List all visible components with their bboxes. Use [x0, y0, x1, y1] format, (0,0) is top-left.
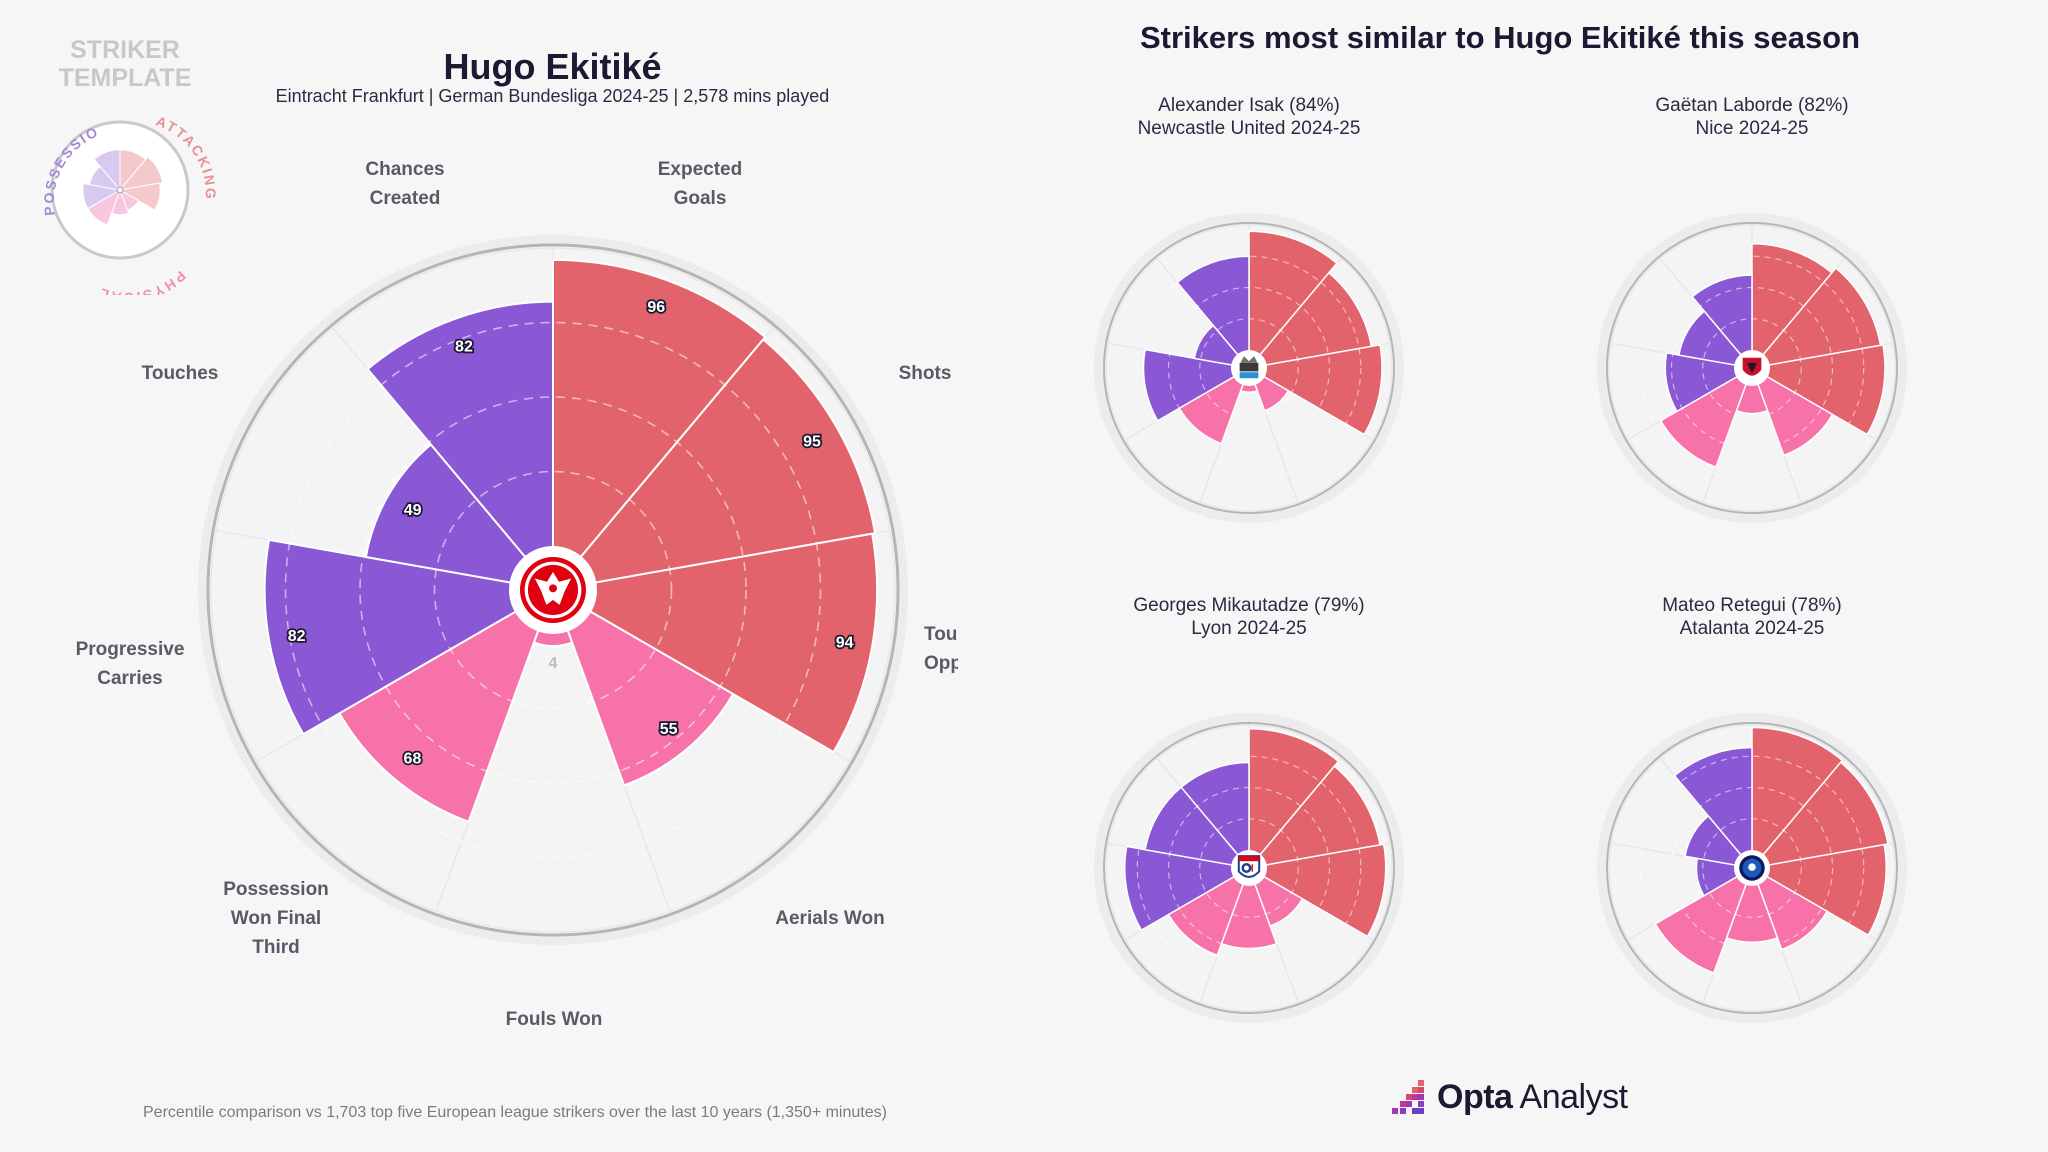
main-radar-chart: 96 95 94 55 4 68 82 49 82 — [198, 235, 908, 945]
main-value-label-7: 49 — [404, 502, 422, 519]
axis-label-shots: Shots — [898, 363, 952, 384]
similar-player-4-label: Mateo Retegui (78%) Atalanta 2024-25 — [1662, 595, 1842, 639]
main-value-label-6: 82 — [288, 628, 306, 645]
similar-players-title: Strikers most similar to Hugo Ekitiké th… — [1139, 20, 1861, 55]
newcastle-crest-icon — [1232, 351, 1266, 385]
similar-player-3-label: Georges Mikautadze (79%) Lyon 2024-25 — [1133, 595, 1365, 639]
main-gridline-1 — [359, 396, 747, 784]
mini-4-gridline-0 — [1702, 818, 1802, 918]
mini-3-gridline-1 — [1167, 786, 1331, 950]
mini-3-gridline-2 — [1136, 755, 1362, 981]
axis-label-touches: Touches — [141, 363, 219, 384]
main-value-label-2: 94 — [836, 634, 854, 651]
lyon-crest-icon — [1232, 851, 1266, 885]
template-title: STRIKER TEMPLATE — [58, 36, 192, 92]
template-legend-radar: POSSESSION ATTACKING PHYSICAL — [30, 105, 217, 295]
axis-label-chances-created: Chances Created — [365, 159, 445, 209]
similar-players-radars — [1094, 213, 1907, 1023]
mini-1-gridline-2 — [1136, 255, 1362, 481]
main-value-label-4: 4 — [549, 655, 558, 672]
player-subtitle: Eintracht Frankfurt | German Bundesliga … — [275, 86, 830, 106]
mini-4-gridline-2 — [1639, 755, 1865, 981]
footnote: Percentile comparison vs 1,703 top five … — [143, 1104, 887, 1121]
frankfurt-crest-icon — [520, 557, 586, 623]
player-name-title: Hugo Ekitiké — [443, 46, 662, 87]
axis-label-fouls-won: Fouls Won — [505, 1009, 603, 1030]
main-value-label-3: 55 — [660, 721, 678, 738]
axis-label-expected-goals: Expected Goals — [657, 159, 743, 209]
nice-crest-icon — [1735, 351, 1769, 385]
mini-1-gridline-0 — [1199, 318, 1299, 418]
opta-analyst-brand: Opta Analyst — [1437, 1078, 1628, 1116]
axis-label-aerials-won: Aerials Won — [775, 908, 885, 929]
atalanta-crest-icon — [1735, 851, 1769, 885]
mini-2-gridline-1 — [1670, 286, 1834, 450]
similar-player-2-label: Gaëtan Laborde (82%) Nice 2024-25 — [1655, 95, 1849, 139]
main-value-label-8: 82 — [455, 338, 473, 355]
mini-4-gridline-1 — [1670, 786, 1834, 950]
main-gridline-2 — [284, 321, 822, 859]
axis-label-progressive-carries: Progressive Carries — [75, 639, 185, 689]
main-value-label-0: 96 — [647, 299, 665, 316]
mini-1-gridline-1 — [1167, 286, 1331, 450]
mini-3-gridline-0 — [1199, 818, 1299, 918]
main-value-label-1: 95 — [803, 433, 821, 450]
axis-label-touches-opp-box: Tou Opp — [924, 624, 958, 674]
mini-2-gridline-0 — [1702, 318, 1802, 418]
main-value-label-5: 68 — [404, 750, 422, 767]
similar-player-1-label: Alexander Isak (84%) Newcastle United 202… — [1137, 95, 1361, 139]
main-gridline-0 — [433, 470, 673, 710]
opta-logo-icon — [1392, 1080, 1424, 1114]
mini-2-gridline-2 — [1639, 255, 1865, 481]
axis-label-possession-won-final-third: Possession Won Final Third — [223, 879, 329, 958]
